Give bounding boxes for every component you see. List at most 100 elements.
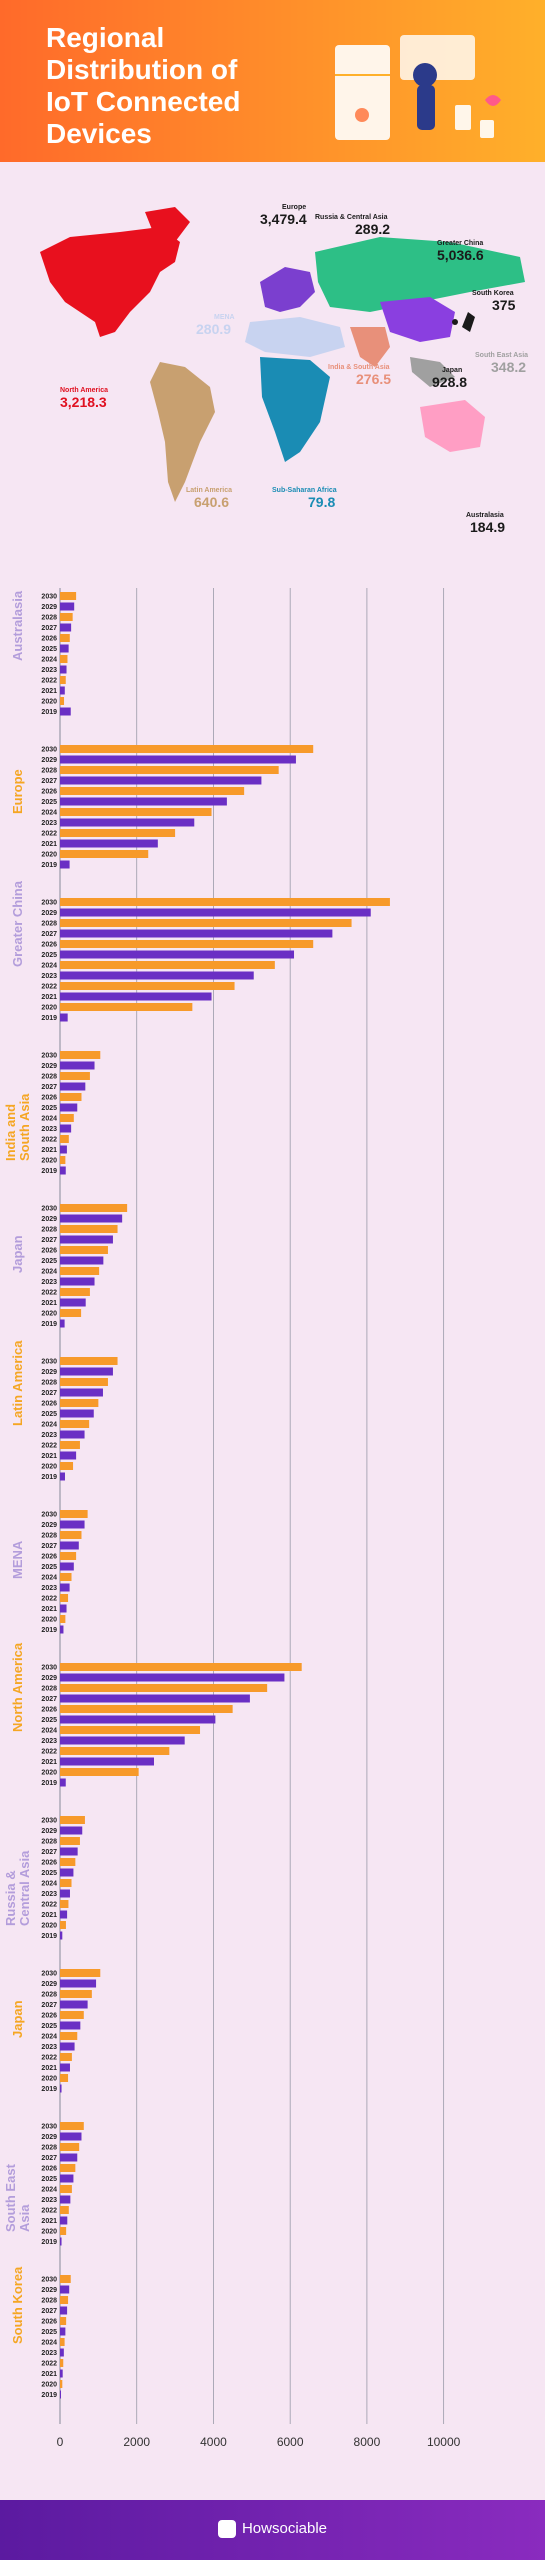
year-tick-label: 2021: [41, 841, 57, 848]
bar: [60, 1277, 95, 1286]
x-tick-label: 4000: [200, 2435, 227, 2449]
group-label: Japan: [10, 2000, 25, 2039]
bar: [60, 2390, 61, 2399]
year-tick-label: 2026: [41, 1248, 57, 1255]
mena-shape: [245, 317, 345, 357]
japan-shape: [462, 312, 475, 332]
group-label: Australasia: [10, 591, 25, 662]
year-tick-label: 2021: [41, 994, 57, 1001]
bar: [60, 1003, 193, 1011]
year-tick-label: 2020: [41, 1617, 57, 1624]
region-value: 640.6: [194, 494, 230, 510]
fridge-icon: [335, 45, 390, 140]
bar: [60, 2132, 82, 2141]
region-name: Latin America: [186, 487, 233, 494]
year-tick-label: 2027: [41, 1849, 57, 1856]
page-title: Regional Distribution of IoT Connected D…: [46, 22, 336, 150]
year-tick-label: 2027: [41, 2308, 57, 2315]
brand-name: Howsociable: [241, 2520, 328, 2537]
region-label: Sub-Saharan Africa 79.8: [272, 487, 337, 510]
x-tick-label: 10000: [427, 2435, 461, 2449]
year-tick-label: 2027: [41, 1696, 57, 1703]
year-tick-label: 2022: [41, 678, 57, 685]
year-tick-label: 2023: [41, 1279, 57, 1286]
region-label: Greater China 5,036.6: [437, 240, 484, 263]
bar: [60, 839, 158, 848]
bar: [60, 1378, 108, 1386]
bar: [60, 2032, 78, 2040]
year-tick-label: 2029: [41, 2134, 57, 2141]
year-tick-label: 2026: [41, 2013, 57, 2020]
bar: [60, 908, 371, 917]
bar: [60, 644, 69, 653]
year-tick-label: 2027: [41, 1390, 57, 1397]
year-tick-label: 2022: [41, 1902, 57, 1909]
year-tick-label: 2025: [41, 1411, 57, 1418]
year-tick-label: 2024: [41, 657, 57, 664]
bar: [60, 697, 65, 705]
south-korea-shape: [452, 319, 458, 325]
bar: [60, 2053, 72, 2061]
region-label: South East Asia 348.2: [475, 352, 528, 375]
bar: [60, 2122, 84, 2130]
bar: [60, 2327, 66, 2336]
bar: [60, 1072, 90, 1080]
bar: [60, 929, 333, 938]
group-label: North America: [10, 1643, 25, 1733]
bar: [60, 1673, 285, 1682]
year-tick-label: 2023: [41, 2197, 57, 2204]
bar: [60, 829, 176, 837]
bar: [60, 1726, 201, 1734]
region-name: India & South Asia: [328, 364, 390, 371]
year-tick-label: 2027: [41, 1543, 57, 1550]
year-tick-label: 2020: [41, 1311, 57, 1318]
iot-illustration: [335, 35, 501, 140]
bar: [60, 1684, 268, 1692]
bar: [60, 1816, 85, 1824]
bar: [60, 1990, 92, 1998]
year-tick-label: 2025: [41, 1105, 57, 1112]
region-name: Sub-Saharan Africa: [272, 487, 337, 494]
year-tick-label: 2028: [41, 1839, 57, 1846]
speaker-icon: [455, 105, 471, 130]
bar: [60, 1969, 101, 1977]
bar: [60, 1510, 88, 1518]
year-tick-label: 2019: [41, 2086, 57, 2093]
bar: [60, 2042, 75, 2051]
bar: [60, 2074, 69, 2082]
bar: [60, 1520, 85, 1529]
year-tick-label: 2021: [41, 688, 57, 695]
year-tick-label: 2024: [41, 963, 57, 970]
sub-saharan-africa-shape: [260, 357, 330, 462]
bar: [60, 623, 72, 632]
year-tick-label: 2029: [41, 1675, 57, 1682]
year-tick-label: 2020: [41, 1923, 57, 1930]
bar: [60, 2185, 72, 2193]
bar: [60, 1583, 70, 1592]
year-tick-label: 2028: [41, 1992, 57, 1999]
bar: [60, 2296, 69, 2304]
bar: [60, 1472, 65, 1481]
bar: [60, 676, 66, 684]
bar: [60, 1826, 83, 1835]
region-label: Europe 3,479.4: [260, 204, 307, 227]
year-tick-label: 2020: [41, 2382, 57, 2389]
year-tick-label: 2028: [41, 1074, 57, 1081]
year-tick-label: 2028: [41, 1380, 57, 1387]
year-tick-label: 2028: [41, 2145, 57, 2152]
bar: [60, 686, 65, 695]
year-tick-label: 2023: [41, 1126, 57, 1133]
south-east-asia-shape: [410, 357, 455, 387]
year-tick-label: 2020: [41, 2076, 57, 2083]
year-tick-label: 2021: [41, 1912, 57, 1919]
year-tick-label: 2025: [41, 952, 57, 959]
region-name: South East Asia: [475, 352, 529, 359]
bar: [60, 1124, 72, 1133]
bar: [60, 1868, 74, 1877]
bar: [60, 2317, 67, 2325]
region-value: 375: [492, 297, 516, 313]
year-tick-label: 2020: [41, 699, 57, 706]
bar: [60, 1135, 69, 1143]
region-value: 184.9: [470, 519, 506, 535]
bar: [60, 1615, 66, 1623]
